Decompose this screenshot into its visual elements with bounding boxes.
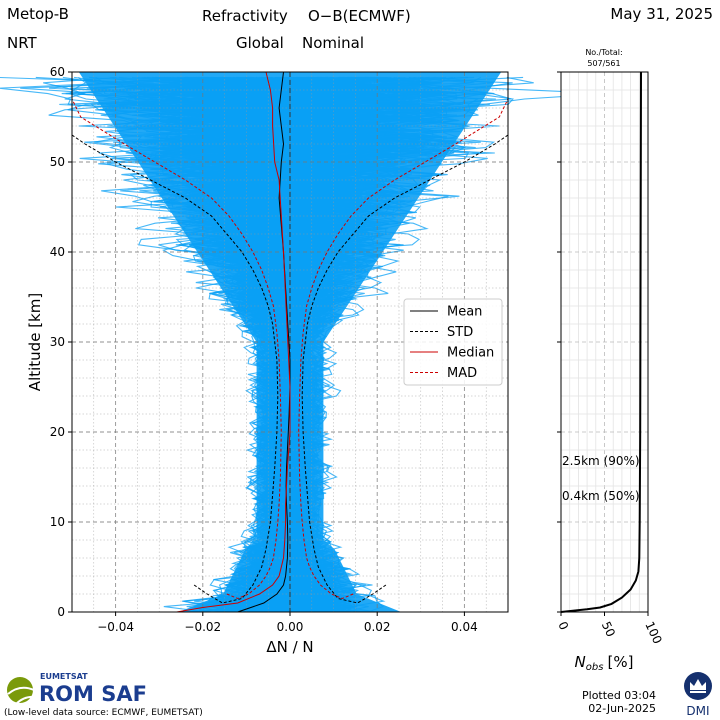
- side-x-axis-label: Nobs [%]: [575, 653, 634, 673]
- data-source-note: (Low-level data source: ECMWF, EUMETSAT): [4, 708, 203, 718]
- series-std-right: [301, 134, 509, 604]
- main-axis-ticks: −0.04 −0.02 0.00 0.02 0.04 0 10 20 30 40 50 60: [50, 65, 478, 634]
- legend: Mean STD Median MAD: [403, 298, 503, 386]
- side-title: No./Total:: [585, 48, 622, 57]
- side-annotation-50: 0.4km (50%): [562, 489, 640, 503]
- plotted-time: Plotted 03:04: [582, 689, 656, 702]
- y-tick-label: 10: [50, 515, 65, 529]
- y-tick-label: 20: [50, 425, 65, 439]
- main-chart: −0.04 −0.02 0.00 0.02 0.04 0 10 20 30 40 50 60 ΔN /…: [0, 65, 610, 656]
- eumetsat-logo: [7, 677, 41, 705]
- series-mean: [237, 71, 291, 613]
- series-mad-left: [71, 98, 282, 600]
- side-series-nobs: [560, 71, 642, 613]
- legend-label: MAD: [447, 366, 477, 381]
- dmi-logo: [684, 672, 712, 700]
- legend-box: [403, 298, 503, 386]
- side-xlabel-main: N: [575, 653, 586, 671]
- legend-label: Mean: [447, 305, 482, 320]
- x-tick-label: 0.04: [451, 620, 478, 634]
- side-line: [560, 71, 642, 613]
- title-left: Refractivity: [202, 7, 288, 25]
- series-mad-right: [298, 98, 509, 600]
- side-subtitle: 507/561: [587, 59, 620, 68]
- side-annotation-90: 2.5km (90%): [562, 454, 640, 468]
- side-x-tick-label: 0: [555, 619, 571, 632]
- x-tick-label: 0.00: [277, 620, 304, 634]
- y-tick-label: 0: [57, 605, 65, 619]
- mode-label: NRT: [7, 34, 37, 52]
- satellite-label: Metop-B: [7, 5, 69, 23]
- y-tick-label: 30: [50, 335, 65, 349]
- side-xlabel-sub: obs: [586, 662, 604, 673]
- statistic-lines: [71, 71, 509, 613]
- eumetsat-globe-icon: [7, 677, 33, 703]
- legend-label: Median: [447, 346, 494, 361]
- y-tick-label: 40: [50, 245, 65, 259]
- side-x-tick-label: 50: [599, 619, 618, 639]
- dmi-text: DMI: [686, 704, 709, 718]
- x-tick-label: 0.02: [364, 620, 391, 634]
- series-median: [176, 71, 291, 613]
- title-right: O−B(ECMWF): [308, 7, 411, 25]
- subtitle-right: Nominal: [302, 34, 365, 52]
- side-xlabel-unit: [%]: [607, 653, 633, 671]
- subtitle-left: Global: [236, 34, 284, 52]
- series-std-left: [71, 134, 279, 604]
- legend-label: STD: [447, 325, 473, 340]
- eumetsat-text: EUMETSAT: [40, 672, 88, 681]
- side-chart: 0 50 100 No./Total: 507/561 2.5km (90%) 0.…: [555, 48, 664, 673]
- romsaf-text: ROM SAF: [39, 682, 147, 706]
- x-axis-label: ΔN / N: [266, 638, 313, 656]
- y-tick-label: 60: [50, 65, 65, 79]
- y-axis-label: Altitude [km]: [26, 293, 44, 391]
- plotted-date: 02-Jun-2025: [588, 702, 656, 715]
- y-tick-label: 50: [50, 155, 65, 169]
- x-tick-label: −0.02: [184, 620, 221, 634]
- side-x-tick-label: 100: [642, 619, 664, 646]
- x-tick-label: −0.04: [97, 620, 134, 634]
- date-label: May 31, 2025: [610, 5, 713, 23]
